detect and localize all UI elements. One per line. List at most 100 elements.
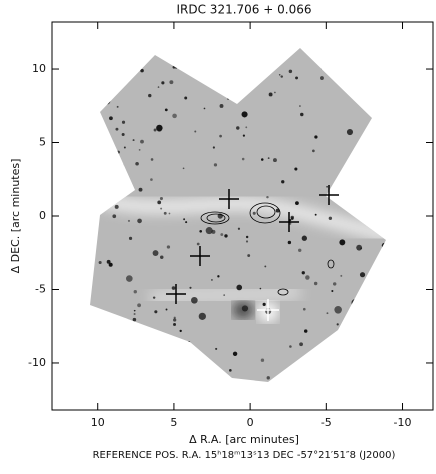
- y-tick-label: -10: [28, 356, 46, 369]
- star: [137, 303, 142, 308]
- star: [212, 146, 215, 149]
- star: [133, 290, 137, 294]
- star: [171, 286, 176, 290]
- y-tick-label: 0: [39, 209, 46, 222]
- star: [326, 185, 328, 188]
- star: [112, 214, 117, 219]
- star: [267, 157, 270, 160]
- star: [199, 229, 203, 233]
- star: [148, 93, 152, 98]
- star: [260, 358, 265, 362]
- star: [205, 227, 213, 235]
- star: [247, 254, 251, 257]
- star: [132, 317, 137, 322]
- star: [229, 369, 232, 372]
- star: [232, 351, 238, 356]
- star: [290, 217, 294, 220]
- star: [152, 250, 159, 256]
- star: [183, 218, 186, 221]
- star: [184, 96, 188, 100]
- star: [356, 244, 363, 251]
- star: [295, 76, 298, 80]
- star: [194, 130, 197, 133]
- star: [252, 211, 256, 215]
- star: [281, 180, 285, 184]
- star: [126, 275, 133, 282]
- star: [305, 275, 310, 280]
- star: [123, 146, 126, 149]
- star: [314, 213, 317, 216]
- star: [300, 112, 304, 117]
- star: [245, 235, 249, 239]
- star: [116, 105, 119, 108]
- star: [165, 308, 168, 311]
- star: [168, 212, 171, 215]
- star: [241, 157, 245, 161]
- star: [138, 187, 143, 192]
- star: [301, 271, 305, 275]
- star: [217, 275, 220, 278]
- star: [153, 128, 157, 132]
- star: [157, 86, 160, 88]
- star: [166, 245, 171, 249]
- star: [332, 282, 337, 286]
- star: [224, 234, 228, 238]
- star: [359, 272, 366, 278]
- star: [121, 133, 125, 137]
- star: [331, 290, 334, 293]
- x-tick-label: -10: [394, 416, 412, 429]
- contours: [200, 202, 335, 296]
- star: [157, 200, 162, 205]
- star: [156, 124, 163, 132]
- star: [268, 92, 273, 97]
- star: [173, 322, 177, 326]
- star: [314, 135, 318, 139]
- star: [189, 286, 192, 289]
- star: [179, 329, 182, 333]
- x-axis-label: Δ R.A. [arc minutes]: [189, 433, 299, 446]
- star: [295, 201, 299, 206]
- star: [215, 347, 218, 350]
- star: [98, 260, 102, 265]
- star: [137, 218, 142, 224]
- star: [108, 262, 113, 267]
- x-tick-label: 0: [247, 416, 254, 429]
- star: [278, 73, 281, 76]
- star: [191, 296, 198, 304]
- star: [264, 265, 267, 268]
- star: [154, 310, 158, 314]
- star: [140, 139, 144, 144]
- star: [242, 134, 245, 137]
- star: [301, 235, 307, 241]
- star: [272, 158, 277, 163]
- star: [213, 163, 218, 167]
- star: [185, 221, 188, 224]
- star: [298, 105, 301, 107]
- star: [211, 279, 213, 281]
- star: [106, 259, 111, 264]
- star: [313, 281, 318, 286]
- star: [236, 284, 243, 291]
- star: [237, 227, 241, 230]
- star: [161, 81, 165, 85]
- star: [303, 329, 308, 333]
- y-tick-label: 5: [39, 136, 46, 149]
- star: [266, 195, 269, 199]
- star: [266, 376, 270, 380]
- star: [133, 313, 136, 316]
- star: [334, 306, 342, 314]
- star: [198, 312, 206, 320]
- star: [182, 167, 185, 170]
- star: [160, 207, 163, 210]
- y-tick-label: 10: [32, 62, 46, 75]
- star: [115, 127, 119, 131]
- star: [219, 134, 222, 138]
- star: [219, 104, 224, 108]
- star: [128, 236, 133, 240]
- star: [336, 323, 339, 326]
- y-axis-label: Δ DEC. [arc minutes]: [9, 159, 22, 274]
- star: [312, 149, 315, 153]
- star: [127, 219, 131, 222]
- x-tick-label: 5: [170, 416, 177, 429]
